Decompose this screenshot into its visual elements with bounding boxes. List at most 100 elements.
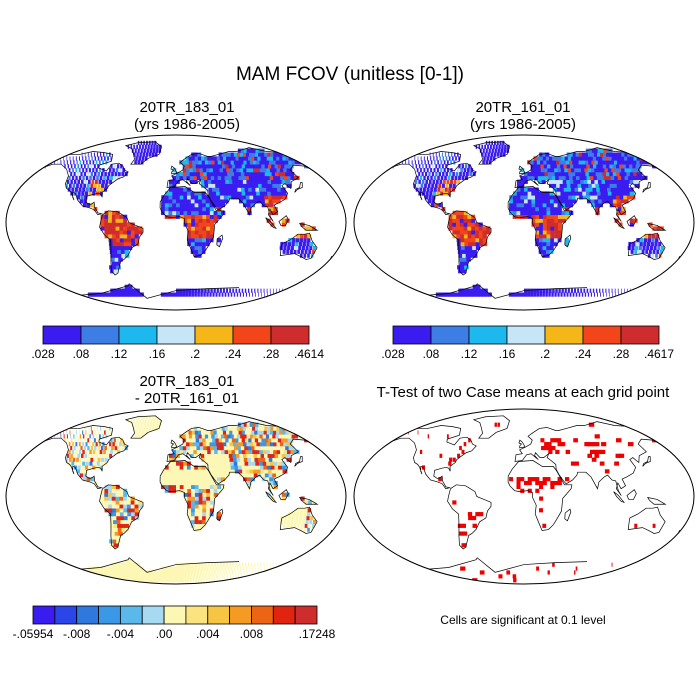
map-grid-cell xyxy=(594,203,600,208)
map-grid-cell xyxy=(200,292,203,297)
map-grid-cell xyxy=(288,566,290,571)
colorbar-swatch xyxy=(194,325,234,345)
map-grid-cell xyxy=(209,203,214,208)
map-grid-cell xyxy=(471,230,476,235)
map-grid-cell xyxy=(520,203,525,208)
map-grid-cell xyxy=(207,175,212,181)
map-grid-cell xyxy=(164,574,169,579)
map-grid-cell xyxy=(212,442,218,447)
coastline-japan xyxy=(294,182,303,193)
map-grid-cell xyxy=(599,156,605,161)
map-grid-cell xyxy=(279,570,280,575)
map-grid-cell xyxy=(228,449,233,455)
map-grid-cell xyxy=(614,288,616,293)
map-grid-cell xyxy=(139,426,142,431)
map-grid-cell xyxy=(269,477,274,482)
map-grid-cell xyxy=(188,566,192,571)
map-grid-cell xyxy=(467,214,472,219)
map-grid-cell xyxy=(49,570,57,575)
map-grid-cell xyxy=(599,461,605,466)
map-grid-cell xyxy=(179,469,184,474)
map-grid-cell xyxy=(287,578,289,583)
coastline-north-america xyxy=(40,151,129,216)
map-grid-cell xyxy=(475,238,480,243)
map-grid-cell xyxy=(198,492,203,497)
map-grid-cell xyxy=(211,179,216,184)
map-grid-cell xyxy=(106,449,110,455)
map-grid-cell xyxy=(188,292,192,297)
map-grid-cell xyxy=(207,562,210,567)
map-grid-cell xyxy=(230,434,236,439)
map-grid-cell xyxy=(183,191,188,196)
map-grid-cell xyxy=(564,241,569,247)
map-grid-cell xyxy=(197,156,202,161)
map-grid-cell xyxy=(481,292,487,297)
map-grid-cell xyxy=(239,442,245,447)
map-grid-cell xyxy=(185,160,190,165)
map-grid-cell xyxy=(398,160,400,165)
map-grid-cell xyxy=(221,179,227,184)
map-grid-cell xyxy=(435,164,438,169)
map-grid-cell xyxy=(172,203,177,208)
map-grid-cell xyxy=(182,562,186,567)
map-grid-cell xyxy=(650,241,654,247)
map-grid-cell xyxy=(217,449,223,455)
map-grid-cell xyxy=(581,183,586,188)
map-grid-cell xyxy=(235,438,240,443)
map-grid-cell xyxy=(585,187,590,192)
map-grid-cell xyxy=(219,187,224,192)
map-grid-cell xyxy=(91,578,99,583)
map-grid-cell xyxy=(535,206,540,212)
map-grid-cell xyxy=(67,461,71,466)
map-grid-cell xyxy=(516,477,521,482)
map-grid-cell xyxy=(575,152,581,157)
map-grid-cell xyxy=(226,461,231,466)
map-grid-cell xyxy=(616,183,622,188)
colorbar-swatch xyxy=(272,605,296,625)
map-grid-cell xyxy=(103,449,106,455)
map-grid-cell xyxy=(298,245,302,251)
map-grid-cell xyxy=(242,469,247,474)
map-grid-cell xyxy=(243,160,249,165)
map-grid-cell xyxy=(179,195,184,200)
map-grid-cell xyxy=(110,438,113,443)
map-grid-cell xyxy=(104,504,109,509)
map-grid-cell xyxy=(239,168,245,173)
map-grid-cell xyxy=(294,292,296,297)
map-grid-cell xyxy=(166,292,171,297)
map-grid-cell xyxy=(216,168,221,173)
map-grid-cell xyxy=(291,566,293,571)
map-grid-cell xyxy=(258,164,264,169)
map-grid-cell xyxy=(272,156,280,161)
map-grid-cell xyxy=(563,187,569,192)
map-grid-cell xyxy=(64,570,72,575)
map-grid-cell xyxy=(298,519,302,525)
map-grid-cell xyxy=(134,508,139,513)
map-grid-cell xyxy=(208,183,213,188)
map-grid-cell xyxy=(274,179,280,184)
map-grid-cell xyxy=(256,469,262,474)
map-grid-cell xyxy=(300,508,304,513)
map-grid-cell xyxy=(79,473,84,478)
map-grid-cell xyxy=(243,203,248,208)
map-grid-cell xyxy=(119,512,125,517)
map-grid-cell xyxy=(224,566,227,571)
map-grid-cell xyxy=(564,156,570,161)
map-grid-cell xyxy=(249,422,256,427)
map-grid-cell xyxy=(649,156,656,161)
map-grid-cell xyxy=(649,245,653,251)
map-grid-cell xyxy=(98,442,102,447)
coastline-madagascar xyxy=(216,234,224,248)
map-grid-cell xyxy=(226,442,231,447)
map-grid-cell xyxy=(596,292,598,297)
map-grid-cell xyxy=(233,292,236,297)
map-grid-cell xyxy=(77,438,80,443)
map-grid-cell xyxy=(127,558,133,563)
map-grid-cell xyxy=(287,245,291,251)
map-grid-cell xyxy=(429,152,431,157)
map-grid-cell xyxy=(471,222,476,227)
map-grid-cell xyxy=(190,238,195,243)
map-grid-cell xyxy=(551,175,556,181)
map-grid-cell xyxy=(216,515,221,521)
map-grid-cell xyxy=(431,183,435,188)
